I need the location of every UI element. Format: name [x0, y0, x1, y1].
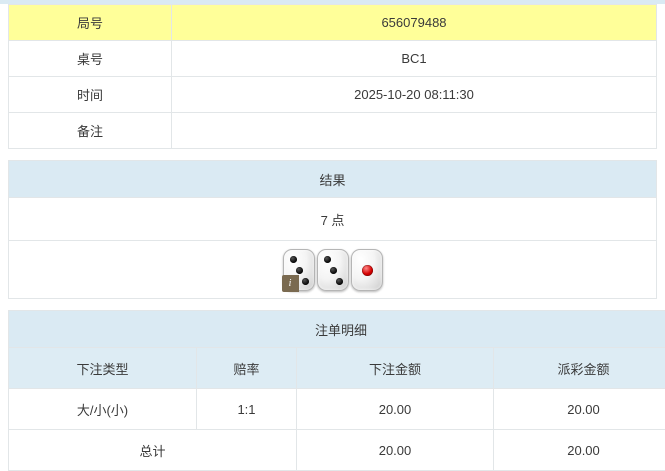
- cell-bet-amount: 20.00: [297, 389, 494, 430]
- section-gap: [8, 299, 657, 310]
- table-row: i: [9, 241, 657, 299]
- result-points-value: 7 点: [9, 198, 657, 241]
- result-section-header: 结果: [9, 161, 657, 198]
- section-gap: [8, 149, 657, 160]
- round-info-table: 局号 656079488 桌号 BC1 时间 2025-10-20 08:11:…: [8, 4, 657, 149]
- info-value-remark: [172, 113, 657, 149]
- cell-payout: 20.00: [494, 389, 665, 430]
- die-2[interactable]: [317, 249, 349, 291]
- die-pip: [336, 278, 343, 285]
- dice-group: i: [9, 249, 656, 291]
- die-pip: [324, 256, 331, 263]
- die-pip: [296, 267, 303, 274]
- cell-total-bet-amount: 20.00: [297, 430, 494, 471]
- cell-odds: 1:1: [197, 389, 297, 430]
- info-value-round-number: 656079488: [172, 5, 657, 41]
- bet-detail-table: 注单明细 下注类型 赔率 下注金额 派彩金额 大/小(小) 1:1 20.00 …: [8, 310, 665, 471]
- column-header-payout: 派彩金额: [494, 348, 665, 389]
- bet-section-title: 注单明细: [9, 311, 665, 348]
- info-icon[interactable]: i: [282, 275, 299, 292]
- die-pip: [302, 278, 309, 285]
- die-pip: [330, 267, 337, 274]
- die-pip: [362, 265, 373, 276]
- info-label-table-number: 桌号: [9, 41, 172, 77]
- table-row: 桌号 BC1: [9, 41, 657, 77]
- result-table: 结果 7 点 i: [8, 160, 657, 299]
- cell-total-payout: 20.00: [494, 430, 665, 471]
- die-3[interactable]: [351, 249, 383, 291]
- die-pip: [290, 256, 297, 263]
- info-value-time: 2025-10-20 08:11:30: [172, 77, 657, 113]
- result-dice-cell: i: [9, 241, 657, 299]
- info-value-table-number: BC1: [172, 41, 657, 77]
- table-row: 备注: [9, 113, 657, 149]
- cell-total-label: 总计: [9, 430, 297, 471]
- table-row: 7 点: [9, 198, 657, 241]
- info-label-round-number: 局号: [9, 5, 172, 41]
- table-row-total: 总计 20.00 20.00: [9, 430, 665, 471]
- column-header-bet-type: 下注类型: [9, 348, 197, 389]
- die-1[interactable]: i: [283, 249, 315, 291]
- table-row: 大/小(小) 1:1 20.00 20.00: [9, 389, 665, 430]
- info-label-remark: 备注: [9, 113, 172, 149]
- table-row: 局号 656079488: [9, 5, 657, 41]
- cell-bet-type: 大/小(小): [9, 389, 197, 430]
- bet-section-header: 注单明细: [9, 311, 665, 348]
- table-row: 时间 2025-10-20 08:11:30: [9, 77, 657, 113]
- column-header-odds: 赔率: [197, 348, 297, 389]
- info-label-time: 时间: [9, 77, 172, 113]
- column-header-bet-amount: 下注金额: [297, 348, 494, 389]
- bet-table-header-row: 下注类型 赔率 下注金额 派彩金额: [9, 348, 665, 389]
- page-container: 局号 656079488 桌号 BC1 时间 2025-10-20 08:11:…: [0, 4, 665, 471]
- result-section-title: 结果: [9, 161, 657, 198]
